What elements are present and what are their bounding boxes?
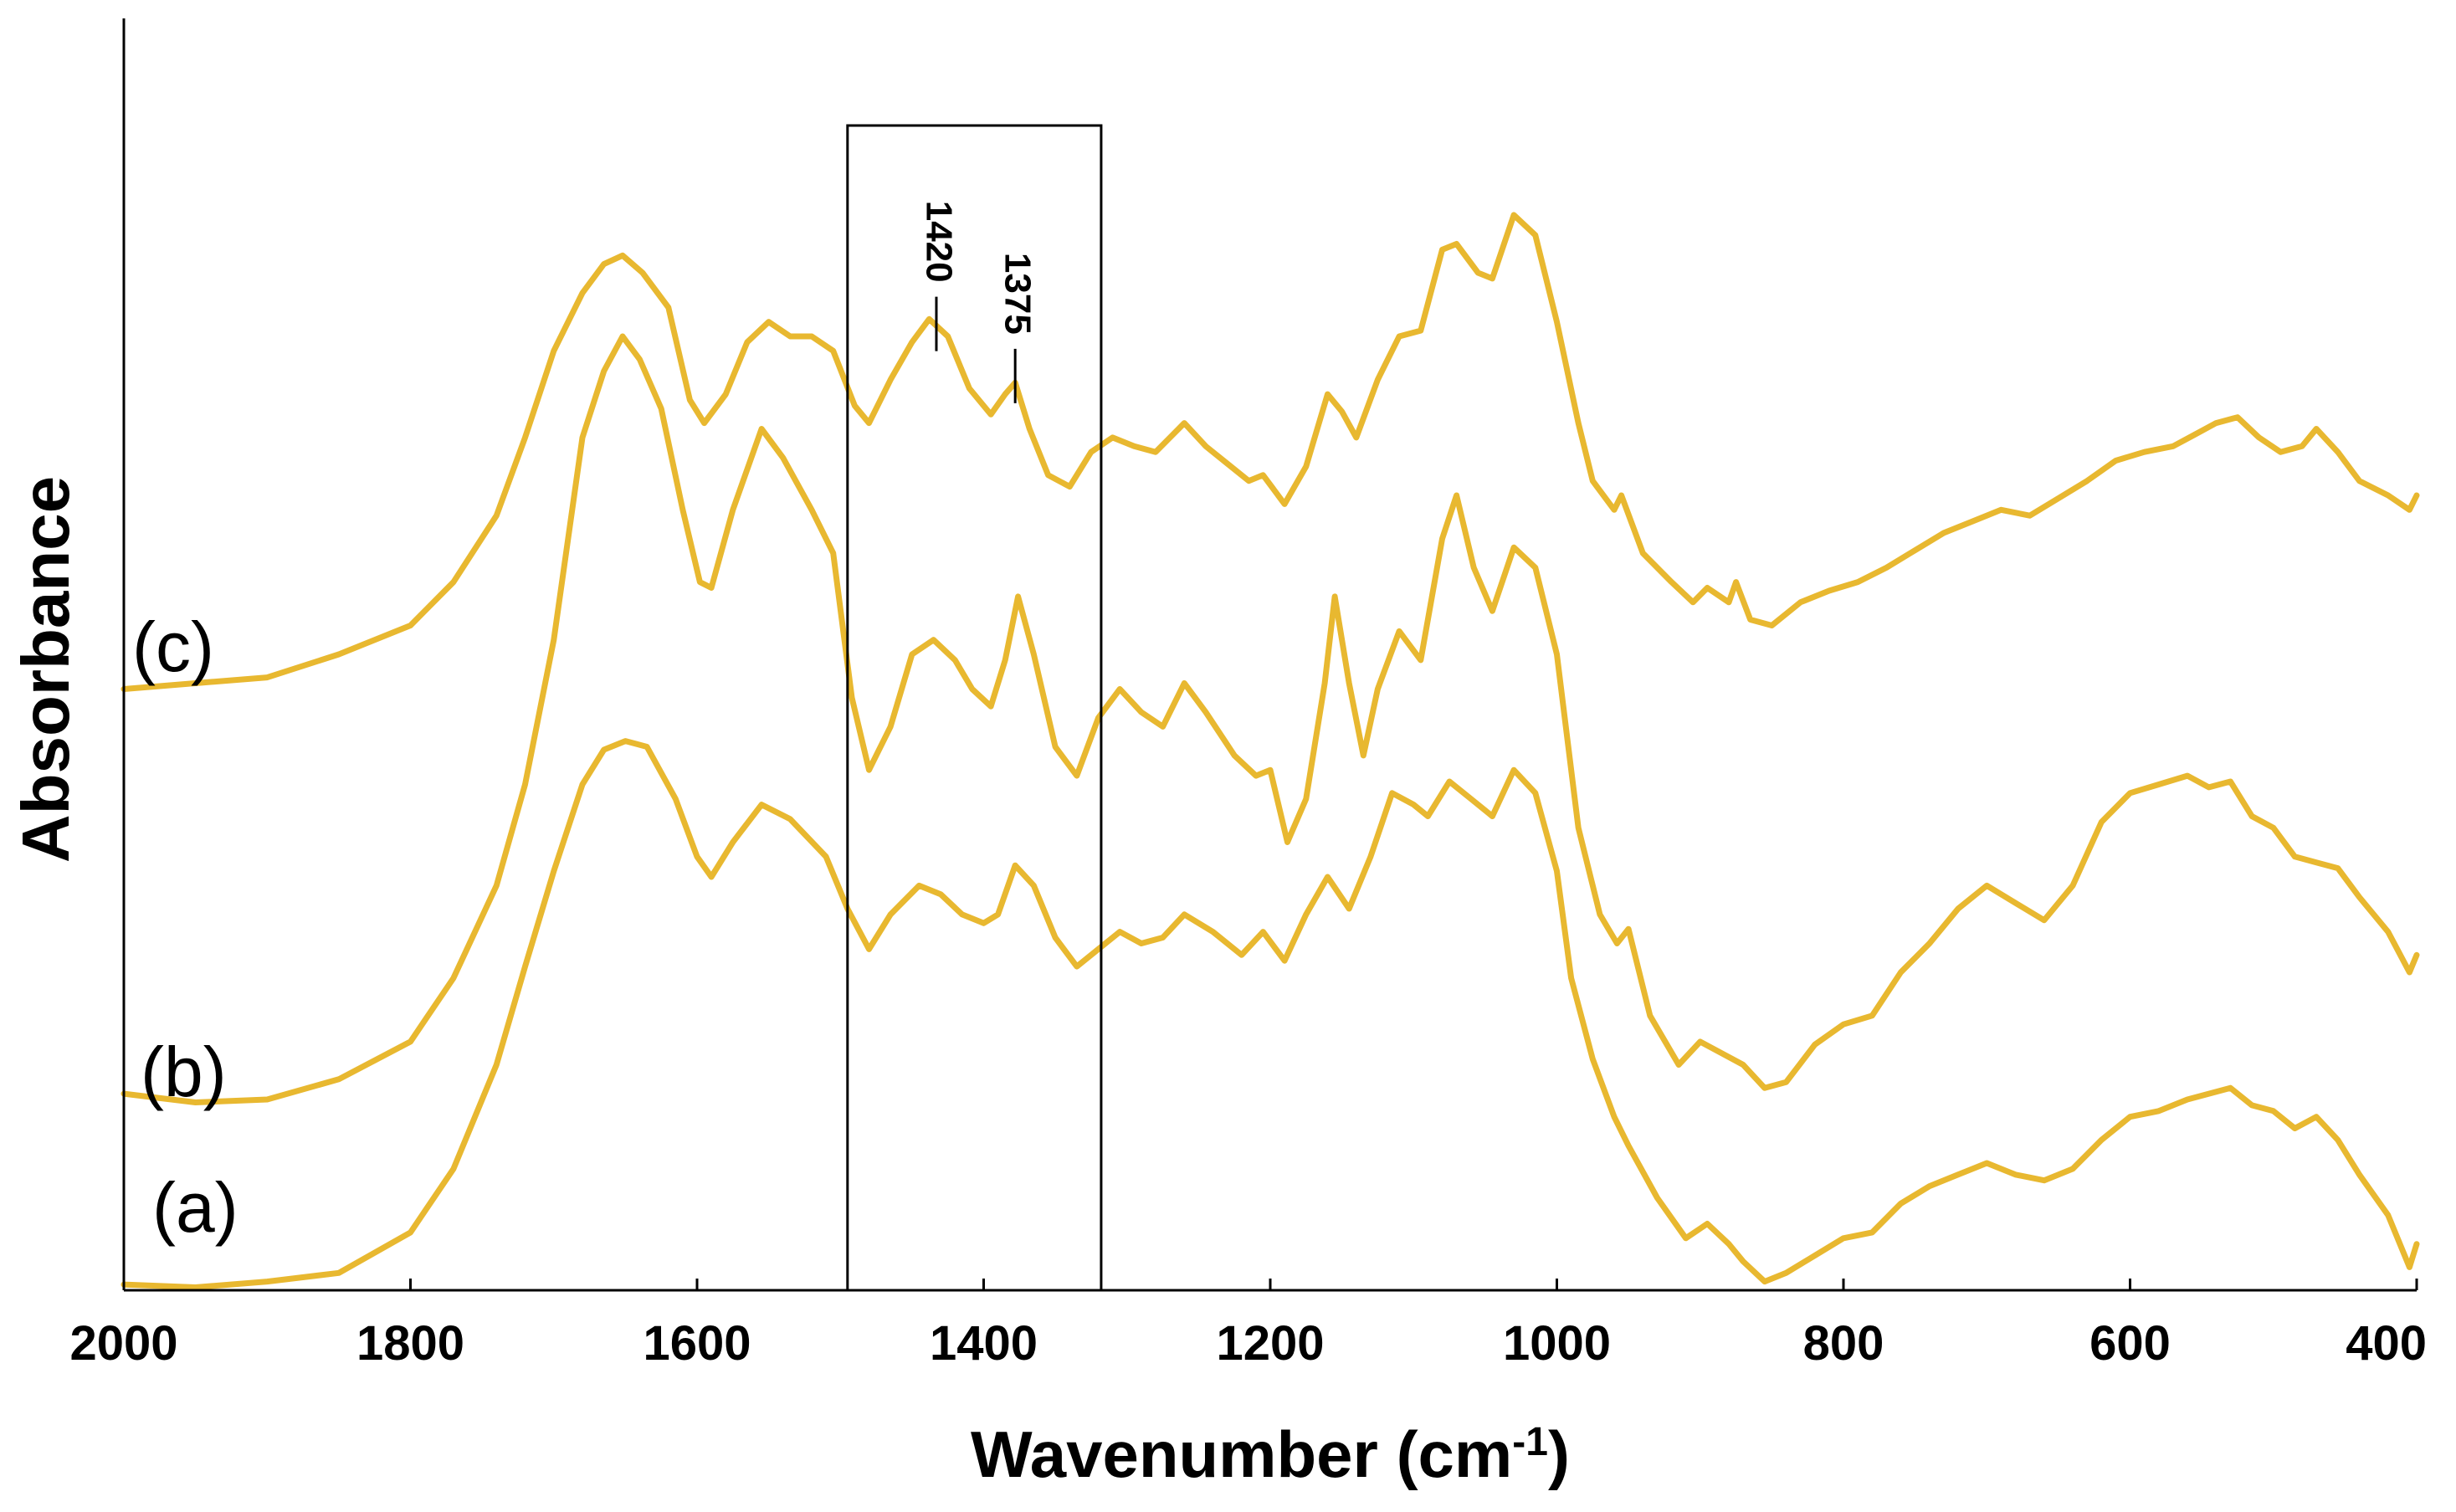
annotation-label-1375: 1375 <box>997 253 1038 335</box>
x-tick-label-2000: 2000 <box>69 1316 177 1371</box>
axes <box>122 18 2418 1292</box>
x-tick-label-800: 800 <box>1803 1316 1884 1371</box>
x-tick-label-1000: 1000 <box>1503 1316 1611 1371</box>
chart-text: (a) (b) (c) 1420 1375 2000 1800 1600 1400 1200 100… <box>8 201 2427 1491</box>
x-axis-title: Wavenumber (cm-1) <box>971 1417 1570 1491</box>
x-tick-label-1400: 1400 <box>930 1316 1038 1371</box>
series-line-b <box>120 333 2420 1105</box>
x-tick-label-400: 400 <box>2346 1316 2427 1371</box>
series-label-b: (b) <box>141 1033 227 1111</box>
series-layer <box>120 212 2420 1290</box>
series-label-a: (a) <box>152 1168 238 1247</box>
x-axis-title-main: Wavenumber (cm <box>971 1417 1512 1491</box>
x-axis-title-superscript: -1 <box>1512 1420 1548 1464</box>
highlight-box <box>846 124 1103 1292</box>
series-line-a <box>120 738 2420 1290</box>
x-tick-label-1200: 1200 <box>1216 1316 1324 1371</box>
x-tick-label-1800: 1800 <box>356 1316 464 1371</box>
y-axis-title: Absorbance <box>8 476 83 863</box>
x-tick-label-1600: 1600 <box>643 1316 751 1371</box>
annotation-label-1420: 1420 <box>918 201 959 283</box>
x-tick-label-600: 600 <box>2089 1316 2171 1371</box>
highlight-box-layer <box>846 124 1103 1292</box>
x-axis-title-close: ) <box>1548 1417 1570 1491</box>
series-label-c: (c) <box>132 607 214 686</box>
series-line-c <box>120 212 2420 692</box>
